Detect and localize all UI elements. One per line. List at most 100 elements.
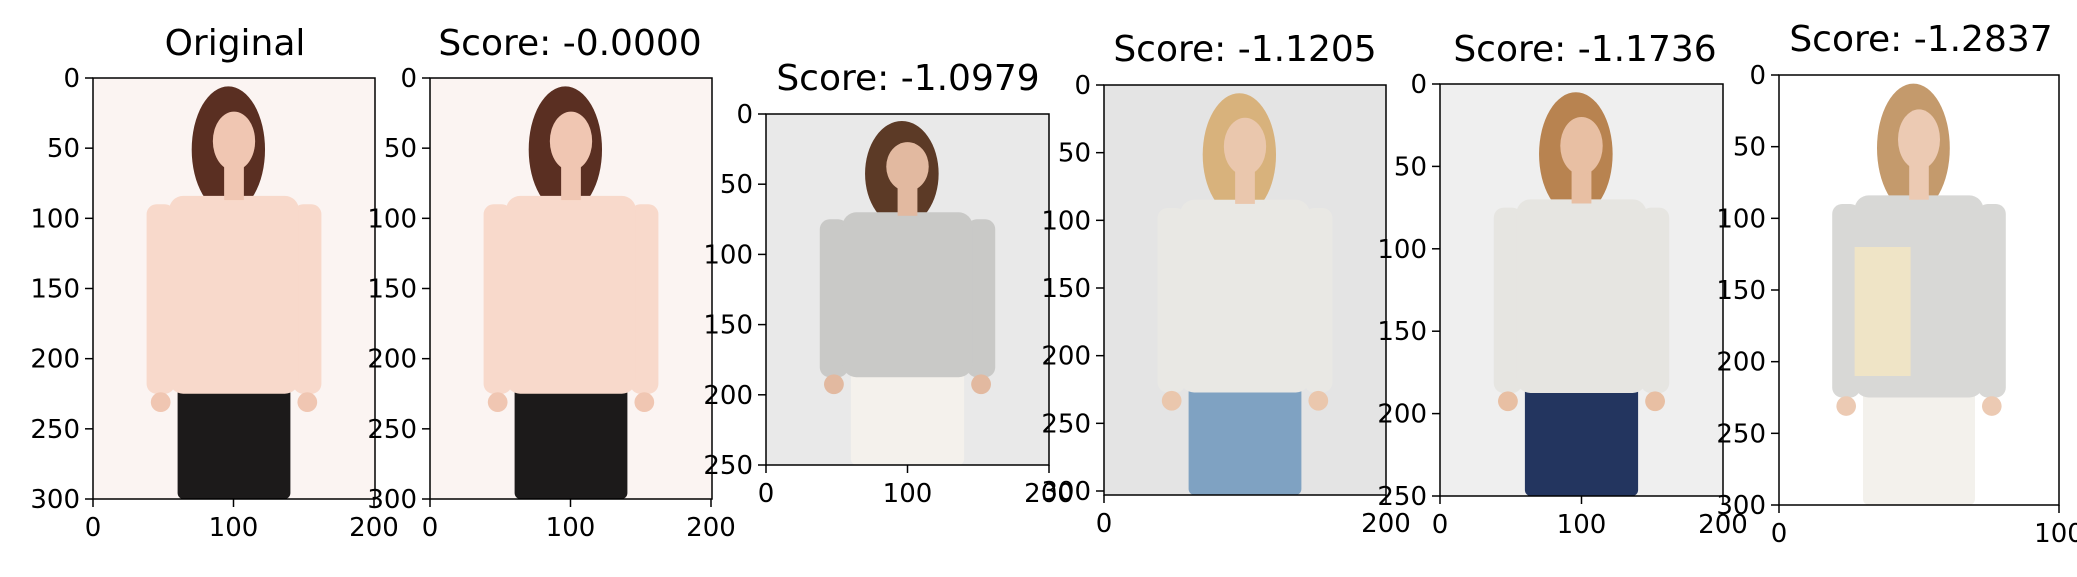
left-arm-shape	[819, 219, 849, 378]
hand-shape	[1836, 396, 1856, 416]
y-tick-label: 250	[1716, 419, 1766, 449]
right-arm-shape	[630, 204, 659, 394]
face-shape	[1898, 109, 1940, 170]
top-garment-shape	[1180, 199, 1310, 393]
panel-title: Score: -1.1736	[1453, 29, 1716, 70]
panel-1: Original 0 100 200 0 50 100 150 200 250 300	[30, 23, 398, 543]
panel-6: Score: -1.2837 0 100 0 50 100 150 200 250 300	[1716, 19, 2077, 549]
y-tick-label: 50	[1733, 133, 1766, 163]
y-tick-label: 150	[1716, 276, 1766, 306]
y-tick-label: 50	[720, 170, 753, 200]
y-tick-label: 250	[1377, 482, 1427, 512]
left-arm-shape	[483, 204, 512, 394]
panel-title: Score: -1.1205	[1113, 29, 1376, 70]
face-shape	[212, 111, 256, 171]
hand-shape	[297, 392, 318, 413]
product-photo	[1104, 85, 1386, 495]
hand-shape	[634, 392, 655, 413]
left-arm-shape	[1157, 208, 1186, 393]
y-tick-label: 200	[1041, 342, 1091, 372]
hand-shape	[1982, 396, 2002, 416]
x-tick-label: 200	[349, 513, 399, 543]
y-tick-label: 300	[1716, 491, 1766, 521]
y-tick-label: 300	[367, 485, 417, 515]
y-tick-label: 100	[30, 204, 80, 234]
x-tick-label: 0	[758, 479, 775, 509]
y-tick-label: 100	[1377, 235, 1427, 265]
bottoms-shape	[850, 366, 965, 465]
x-tick-label: 100	[546, 513, 596, 543]
y-tick-label: 150	[1041, 274, 1091, 304]
panel-2: Score: -0.0000 0 100 200 0 50 100 150 200 250 300	[367, 23, 735, 543]
face-shape	[1223, 117, 1267, 176]
y-tick-label: 0	[400, 64, 417, 94]
y-tick-label: 0	[1749, 61, 1766, 91]
right-arm-shape	[293, 204, 322, 394]
colorblock-panel	[1854, 247, 1911, 376]
hand-shape	[1161, 390, 1182, 411]
face-shape	[886, 142, 929, 192]
top-garment-shape	[169, 195, 299, 394]
face-shape	[549, 111, 593, 171]
y-tick-label: 0	[1074, 71, 1091, 101]
y-tick-label: 0	[1410, 70, 1427, 100]
x-tick-label: 0	[1432, 510, 1449, 540]
hand-shape	[1498, 391, 1518, 412]
panel-4: Score: -1.1205 0 200 0 50 100 150 200 250 300	[1041, 29, 1410, 539]
right-arm-shape	[966, 219, 996, 378]
y-tick-label: 200	[367, 345, 417, 375]
y-tick-label: 150	[367, 275, 417, 305]
x-tick-label: 200	[1698, 510, 1748, 540]
hand-shape	[150, 392, 171, 413]
x-tick-label: 100	[2034, 519, 2077, 549]
y-tick-label: 50	[384, 134, 417, 164]
y-tick-label: 100	[367, 204, 417, 234]
y-tick-label: 50	[47, 134, 80, 164]
panel-title: Score: -1.0979	[776, 58, 1039, 99]
right-arm-shape	[1977, 204, 2006, 398]
x-tick-label: 200	[686, 513, 736, 543]
x-tick-label: 0	[1096, 509, 1113, 539]
y-tick-label: 250	[703, 451, 753, 481]
y-tick-label: 50	[1058, 139, 1091, 169]
y-tick-label: 250	[1041, 409, 1091, 439]
hand-shape	[487, 392, 508, 413]
product-photo	[93, 78, 375, 499]
panel-title: Score: -1.2837	[1789, 19, 2052, 60]
y-tick-label: 0	[736, 100, 753, 130]
bottoms-shape	[1188, 380, 1302, 495]
y-tick-label: 150	[30, 275, 80, 305]
y-tick-label: 300	[30, 485, 80, 515]
panel-5: Score: -1.1736 0 100 200 0 50 100 150 200 250	[1377, 29, 1747, 540]
y-tick-label: 200	[1377, 400, 1427, 430]
top-garment-shape	[1516, 199, 1647, 393]
y-tick-label: 100	[1041, 206, 1091, 236]
x-tick-label: 200	[1024, 479, 1074, 509]
y-tick-label: 200	[1716, 348, 1766, 378]
x-tick-label: 0	[1771, 519, 1788, 549]
top-garment-shape	[506, 195, 636, 394]
bottoms-shape	[1524, 380, 1639, 496]
hand-shape	[1308, 390, 1329, 411]
left-arm-shape	[1493, 207, 1523, 393]
y-tick-label: 150	[1377, 317, 1427, 347]
product-photo	[430, 78, 712, 499]
hand-shape	[1645, 391, 1665, 412]
y-tick-label: 50	[1394, 152, 1427, 182]
x-tick-label: 0	[85, 513, 102, 543]
y-tick-label: 250	[30, 415, 80, 445]
hand-shape	[824, 374, 844, 395]
x-tick-label: 0	[422, 513, 439, 543]
x-tick-label: 100	[209, 513, 259, 543]
right-arm-shape	[1640, 207, 1670, 393]
left-arm-shape	[146, 204, 175, 394]
panel-title: Original	[165, 23, 306, 64]
x-tick-label: 100	[883, 479, 933, 509]
y-tick-label: 150	[703, 311, 753, 341]
panel-title: Score: -0.0000	[438, 23, 701, 64]
face-shape	[1560, 116, 1603, 175]
y-tick-label: 100	[1716, 204, 1766, 234]
bottoms-shape	[1863, 384, 1975, 505]
hand-shape	[971, 374, 991, 395]
